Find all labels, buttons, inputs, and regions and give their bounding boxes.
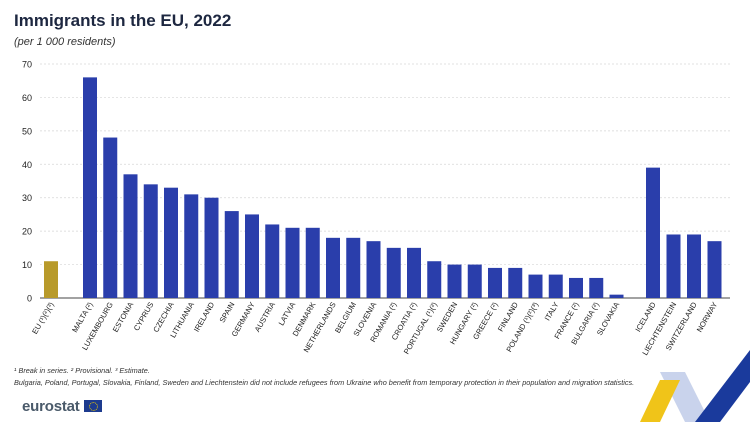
bar xyxy=(707,241,722,298)
bar xyxy=(285,227,300,298)
bar xyxy=(467,264,482,298)
bar xyxy=(123,174,138,298)
bar xyxy=(265,224,280,298)
bar xyxy=(245,214,259,298)
bar xyxy=(666,234,681,298)
x-tick-label: EU (¹)(²)(³) xyxy=(30,300,56,336)
y-tick-label: 70 xyxy=(22,60,32,70)
y-tick-label: 0 xyxy=(27,294,32,304)
eu-flag-icon xyxy=(83,400,102,412)
bar xyxy=(407,247,421,298)
x-tick-label: ITALY xyxy=(543,301,561,323)
gridlines xyxy=(40,63,730,299)
bar xyxy=(366,241,381,298)
bar xyxy=(569,277,583,298)
decoration-yellow-stripe xyxy=(640,380,680,422)
y-tick-label: 60 xyxy=(22,93,32,103)
bar xyxy=(143,184,158,298)
bar xyxy=(609,294,624,298)
bar xyxy=(184,194,199,298)
chart-subtitle: (per 1 000 residents) xyxy=(14,36,116,48)
y-tick-label: 20 xyxy=(22,227,32,237)
chart-title: Immigrants in the EU, 2022 xyxy=(14,11,232,30)
bar xyxy=(427,261,442,298)
bar xyxy=(386,247,401,298)
y-tick-label: 50 xyxy=(22,126,32,136)
bar xyxy=(326,237,340,298)
footnote-ukraine: Bulgaria, Poland, Portugal, Slovakia, Fi… xyxy=(14,378,635,387)
bars xyxy=(44,77,722,298)
bar xyxy=(204,197,219,298)
bar xyxy=(447,264,462,298)
y-tick-label: 40 xyxy=(22,160,32,170)
x-axis-labels: EU (¹)(²)(³) MALTA (²)LUXEMBOURGESTONIACY… xyxy=(30,300,719,357)
footnote-symbols: ¹ Break in series. ² Provisional. ³ Esti… xyxy=(14,366,150,375)
bar xyxy=(589,277,604,298)
y-tick-label: 10 xyxy=(22,260,32,270)
bar xyxy=(103,137,118,298)
y-axis: 0 10 20 30 40 50 60 70 xyxy=(22,60,32,304)
x-tick-label: LATVIA xyxy=(277,300,298,327)
bar xyxy=(224,211,239,298)
bar xyxy=(488,267,502,298)
corner-decoration xyxy=(640,350,750,422)
bar xyxy=(508,267,523,298)
bar xyxy=(164,187,178,298)
bar xyxy=(305,227,320,298)
bar xyxy=(83,77,97,298)
bar xyxy=(687,234,701,298)
bar xyxy=(646,167,660,298)
bar xyxy=(44,261,58,298)
x-tick-label: AUSTRIA xyxy=(253,300,278,334)
y-tick-label: 30 xyxy=(22,193,32,203)
bar xyxy=(528,274,543,298)
decoration-blue-stripe xyxy=(695,350,750,422)
bar-chart: 0 10 20 30 40 50 60 70 EU (¹)(²)(³) MALTA (²)LUX… xyxy=(22,60,730,357)
eurostat-wordmark: eurostat xyxy=(22,397,80,415)
bar xyxy=(548,274,563,298)
eurostat-logo: eurostat xyxy=(22,397,102,415)
x-tick-label: SPAIN xyxy=(218,301,237,325)
bar xyxy=(346,237,361,298)
x-tick-label: NORWAY xyxy=(695,301,719,334)
